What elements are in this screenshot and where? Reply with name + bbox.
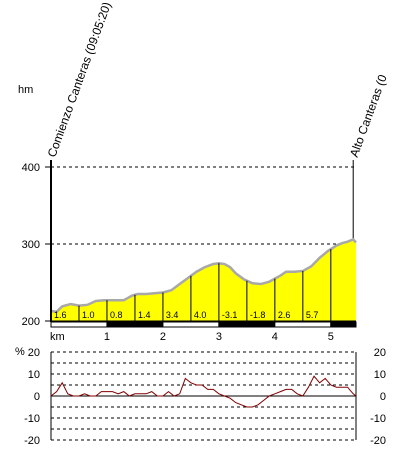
- km-scale-bar: [50, 321, 357, 328]
- gradient-y-tick-right: -10: [370, 413, 386, 425]
- gradient-gridlines: [51, 351, 356, 441]
- waypoint-label: Alto Canteras (0: [347, 72, 390, 159]
- elevation-line: [50, 237, 357, 314]
- segment-grades: 1.6 1.0 0.8 1.4 3.4 4.0 -3.1 -1.8 2.6 5.7: [54, 249, 332, 321]
- km-tick-5: 5: [328, 331, 334, 343]
- gradient-y-tick-left: 0: [34, 391, 40, 403]
- gradient-y-tick-right: 20: [374, 347, 386, 359]
- segment-grade-label: 1.6: [54, 310, 67, 320]
- segment-grade-label: 3.4: [166, 310, 179, 320]
- gradient-line: [50, 375, 357, 408]
- segment-grade-label: -3.1: [222, 310, 238, 320]
- gradient-y-tick-left: -20: [24, 435, 40, 447]
- gradient-y-ticks: -20 -20 -10 -10 0 0 10 10 20 20: [24, 347, 386, 447]
- km-tick-3: 3: [216, 331, 222, 343]
- waypoint-label: Comienzo Canteras (09:05:20): [45, 0, 114, 159]
- gradient-y-tick-left: -10: [24, 413, 40, 425]
- elevation-area: [51, 239, 356, 321]
- gradient-y-tick-left: 20: [28, 347, 40, 359]
- y-axis-unit-label: hm: [18, 84, 33, 96]
- km-bar-segment: [50, 321, 108, 328]
- x-axis-unit-label: km: [50, 331, 65, 343]
- km-tick-2: 2: [160, 331, 166, 343]
- km-tick-1: 1: [104, 331, 110, 343]
- gradient-y-tick-left: 10: [28, 369, 40, 381]
- y-tick-200: 200: [22, 316, 40, 328]
- segment-grade-label: -1.8: [250, 310, 266, 320]
- km-bar-segment: [274, 321, 332, 328]
- y-tick-400: 400: [22, 162, 40, 174]
- km-bar-segment: [106, 321, 164, 328]
- y-tick-300: 300: [22, 239, 40, 251]
- km-tick-labels: 1 2 3 4 5: [104, 331, 334, 343]
- segment-grade-label: 0.8: [110, 310, 123, 320]
- segment-grade-label: 1.4: [138, 310, 151, 320]
- segment-grade-label: 2.6: [278, 310, 291, 320]
- gradient-y-tick-right: 10: [374, 369, 386, 381]
- segment-grade-label: 5.7: [306, 310, 319, 320]
- elevation-y-ticks: 200 300 400: [22, 162, 51, 328]
- gradient-y-tick-right: 0: [380, 391, 386, 403]
- gradient-unit-label: %: [15, 346, 25, 358]
- km-tick-4: 4: [272, 331, 278, 343]
- km-bar-segment: [218, 321, 276, 328]
- segment-grade-label: 1.0: [82, 310, 95, 320]
- gradient-y-tick-right: -20: [370, 435, 386, 447]
- gradient-chart: % -20 -20 -10 -10 0 0 10 10 20 20: [15, 346, 386, 447]
- km-bar-segment: [330, 321, 357, 328]
- elevation-chart: hm Comienzo Canteras (09:05:20) Alto Cant…: [18, 0, 390, 343]
- segment-grade-label: 4.0: [194, 310, 207, 320]
- km-bar-segment: [162, 321, 220, 328]
